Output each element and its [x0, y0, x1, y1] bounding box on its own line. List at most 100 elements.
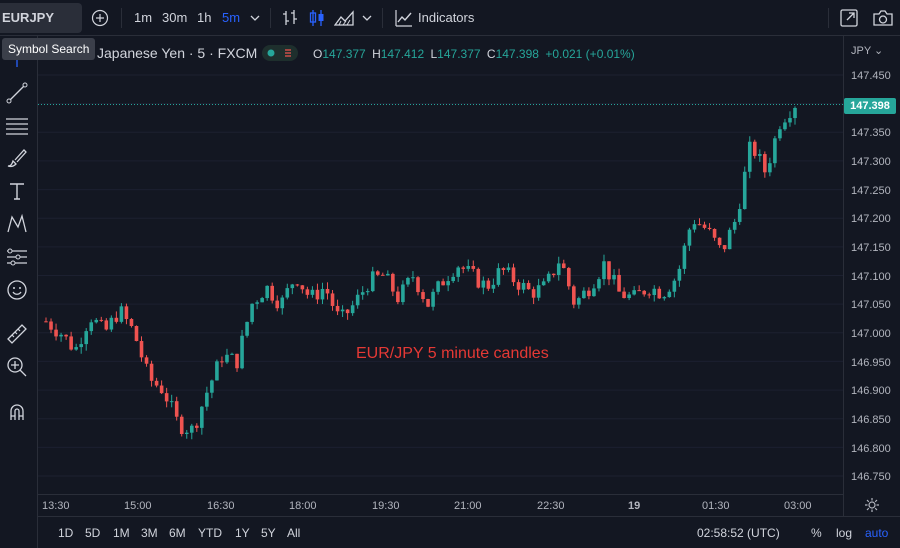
candle-body [370, 271, 375, 292]
ruler-icon[interactable] [5, 322, 29, 346]
candle-body [572, 286, 576, 305]
fullscreen-icon[interactable] [839, 8, 859, 28]
log-toggle[interactable]: log [836, 526, 853, 540]
candle-body [99, 319, 104, 321]
text-tool-icon[interactable] [5, 179, 29, 203]
candle-body [481, 280, 486, 288]
candle-body [672, 280, 677, 292]
candle-body [79, 344, 83, 348]
candle-body [179, 416, 184, 435]
time-tick: 19:30 [372, 500, 400, 512]
candle-body [189, 425, 194, 433]
percent-toggle[interactable]: % [811, 526, 822, 540]
utc-clock[interactable]: 02:58:52 (UTC) [697, 526, 780, 540]
bar-chart-type-icon[interactable] [281, 8, 299, 28]
interval-30m[interactable]: 30m [162, 10, 188, 25]
candle-body [345, 309, 350, 314]
currency-label[interactable]: JPY ⌄ [851, 45, 884, 57]
settings-icon[interactable] [864, 497, 880, 518]
interval-1h[interactable]: 1h [197, 10, 212, 25]
candle-body [310, 289, 315, 295]
add-symbol-icon[interactable] [91, 9, 109, 27]
smiley-icon[interactable] [5, 278, 29, 302]
range-all[interactable]: All [287, 526, 301, 540]
range-3m[interactable]: 3M [141, 526, 158, 540]
candle-body [662, 297, 667, 299]
candle-body [94, 319, 99, 323]
candle-body [114, 317, 119, 322]
time-axis[interactable]: 13:30 15:00 16:30 18:00 19:30 21:00 22:3… [38, 494, 844, 517]
open-key: O [313, 47, 323, 61]
candle-body [305, 289, 310, 295]
range-6m[interactable]: 6M [169, 526, 186, 540]
candle-body [441, 281, 445, 286]
range-5d[interactable]: 5D [85, 526, 101, 540]
range-5y[interactable]: 5Y [261, 526, 276, 540]
brush-icon[interactable] [5, 146, 29, 170]
candle-body [270, 285, 275, 301]
time-tick: 03:00 [784, 500, 812, 512]
legend-toggle[interactable] [262, 45, 298, 61]
candle-body [406, 277, 410, 285]
auto-toggle[interactable]: auto [865, 526, 889, 540]
price-tick: 147.450 [851, 70, 891, 82]
price-tick: 146.900 [851, 385, 891, 397]
candle-body [577, 298, 581, 305]
candle-body [184, 432, 189, 435]
candle-body [546, 273, 551, 282]
candle-body [647, 294, 652, 296]
interval-1m[interactable]: 1m [134, 10, 153, 25]
candle-body [682, 245, 687, 269]
candle-body [265, 285, 269, 299]
candle-body [255, 302, 259, 304]
time-tick: 16:30 [207, 500, 235, 512]
candle-body [758, 154, 762, 156]
pattern-tool-icon[interactable] [5, 212, 29, 236]
time-tick: 13:30 [42, 500, 70, 512]
area-chart-type-icon[interactable] [334, 8, 354, 28]
range-1d[interactable]: 1D [58, 526, 74, 540]
zoom-in-icon[interactable] [5, 355, 29, 379]
indicators-button[interactable]: Indicators [418, 10, 475, 25]
candle-body [707, 227, 712, 230]
candle-body [436, 281, 440, 292]
candle-body [752, 141, 757, 156]
time-tick: 22:30 [537, 500, 565, 512]
candle-body [159, 385, 164, 394]
candle-body [612, 274, 616, 280]
candle-body [411, 277, 415, 279]
chevron-down-icon[interactable] [249, 13, 261, 25]
candle-body [657, 288, 662, 299]
trend-line-icon[interactable] [5, 81, 29, 105]
candle-body [164, 393, 169, 402]
candle-body [763, 154, 767, 173]
candle-body [154, 380, 159, 386]
range-1y[interactable]: 1Y [235, 526, 250, 540]
forecasting-tool-icon[interactable] [5, 245, 29, 269]
candle-body [697, 224, 702, 226]
price-axis[interactable] [843, 36, 900, 516]
fib-retracement-icon[interactable] [5, 114, 29, 138]
candle-body [637, 290, 641, 292]
candle-body [205, 392, 209, 407]
range-ytd[interactable]: YTD [198, 526, 222, 540]
candle-body [652, 288, 657, 295]
candle-body [622, 291, 626, 299]
chevron-down-icon[interactable] [361, 13, 373, 25]
symbol-search-button[interactable]: EURJPY [0, 3, 82, 33]
range-1m[interactable]: 1M [113, 526, 130, 540]
time-tick: 15:00 [124, 500, 152, 512]
candle-body [592, 288, 596, 297]
interval-5m[interactable]: 5m [222, 10, 241, 25]
candles-chart-type-icon[interactable] [308, 8, 326, 28]
candle-body [210, 380, 214, 393]
candle-body [778, 129, 782, 139]
indicators-icon[interactable] [394, 8, 414, 28]
time-tick: 21:00 [454, 500, 482, 512]
candle-body [380, 274, 385, 276]
camera-icon[interactable] [872, 8, 894, 28]
candle-body [466, 266, 471, 269]
candle-body [330, 293, 335, 306]
magnet-icon[interactable] [5, 400, 29, 424]
